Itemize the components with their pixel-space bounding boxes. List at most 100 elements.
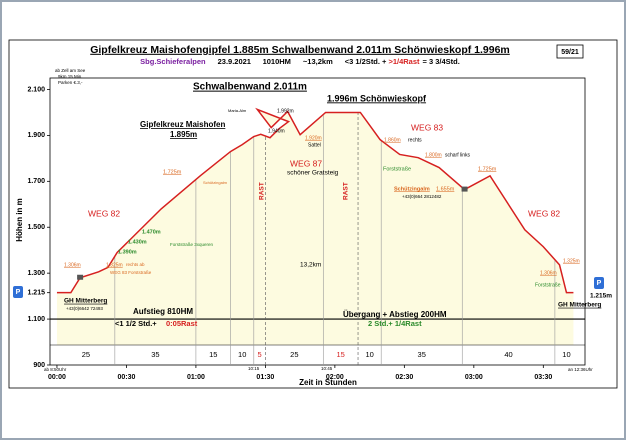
- annotation: P: [16, 289, 21, 296]
- annotation: 1.470m: [142, 229, 161, 235]
- annotation: 1.390m: [118, 249, 137, 255]
- x-tick-label: 01:00: [187, 374, 205, 381]
- annotation: 1.306m: [540, 270, 557, 276]
- x-tick-label: 03:00: [465, 374, 483, 381]
- subtitle-part: 23.9.2021: [218, 57, 251, 66]
- segment-label: 25: [82, 350, 90, 359]
- y-tick-label: 1.900: [27, 132, 45, 139]
- annotation: 1.895m: [170, 130, 197, 139]
- annotation: scharf links: [445, 152, 471, 158]
- x-tick-label: 00:30: [117, 374, 135, 381]
- annotation: WEG 83: [411, 122, 443, 132]
- parking-box: [594, 277, 604, 289]
- segment-label: 35: [418, 350, 426, 359]
- annotation: 2 Std.+ 1/4Rast: [368, 319, 422, 328]
- annotation: 1.800m: [425, 152, 442, 158]
- annotation: 13,2km: [300, 262, 321, 269]
- annotation: 1.430m: [128, 239, 147, 245]
- annotation: 10:15: [248, 366, 260, 371]
- y-tick-label: 1.300: [27, 270, 45, 277]
- y-tick-label: 900: [33, 362, 45, 369]
- annotation: WEG 83 Forststraße: [110, 270, 152, 275]
- y-tick-label: 1.500: [27, 224, 45, 231]
- x-tick-label: 00:00: [48, 374, 66, 381]
- annotation: P: [597, 280, 602, 287]
- segment-label: 10: [562, 350, 570, 359]
- annotation: 10:45: [321, 366, 333, 371]
- annotation: Forststraße: [535, 282, 561, 288]
- segment-label: 15: [209, 350, 217, 359]
- profile-line: [56, 107, 574, 294]
- segment-label: 25: [290, 350, 298, 359]
- annotation: +43(0)664 2812482: [402, 194, 442, 199]
- annotation: Übergang + Abstieg 200HM: [343, 310, 447, 319]
- y-tick-label: 2.100: [27, 86, 45, 93]
- subtitle-part: <3 1/2Std. +: [345, 57, 387, 66]
- annotation: Gipfelkreuz Maishofen: [140, 120, 225, 129]
- annotation: Aufstieg 810HM: [133, 307, 193, 316]
- annotation: 1.940m: [268, 128, 285, 134]
- annotation: GH Mitterberg: [64, 298, 107, 305]
- x-tick-label: 01:30: [256, 374, 274, 381]
- annotation: WEG 82: [528, 208, 560, 218]
- chart-title: Gipfelkreuz Maishofengipfel 1.885m Schwa…: [90, 44, 510, 56]
- badge: 59/21: [561, 49, 579, 56]
- annotation: schöner Gratsteig: [287, 170, 339, 177]
- annotation: Schützingalm: [394, 186, 430, 192]
- segment-label: 15: [336, 350, 344, 359]
- annotation: <1 1/2 Std.+: [115, 319, 157, 328]
- subtitle-part: Sbg.Schieferalpen: [140, 57, 206, 66]
- annotation: 1.655m: [436, 186, 455, 192]
- subtitle-part: 1010HM: [263, 57, 291, 66]
- annotation: 1.306m: [64, 262, 81, 268]
- hut-marker: [461, 186, 468, 192]
- subtitle-part: >1/4Rast: [388, 57, 420, 66]
- segment-label: 10: [238, 350, 246, 359]
- segment-label: 10: [365, 350, 373, 359]
- annotation: 1.725m: [478, 166, 497, 172]
- hut-marker: [77, 274, 84, 280]
- annotation: 1.215m: [590, 293, 612, 300]
- annotation: 1.992m: [277, 108, 294, 114]
- badge-box: [556, 44, 584, 59]
- annotation: Maria-Alm: [228, 108, 247, 113]
- y-axis-label: Höhen in m: [15, 198, 24, 242]
- annotation: RAST: [259, 182, 266, 200]
- annotation: ab Zell am See: [55, 68, 86, 73]
- y-tick-label: 1.215: [27, 290, 45, 297]
- annotation: 1.920m: [305, 135, 322, 141]
- annotation: 9km 15 Min.: [58, 74, 83, 79]
- y-tick-label: 1.100: [27, 316, 45, 323]
- segment-label: 5: [258, 350, 262, 359]
- annotation: WEG 82: [88, 208, 120, 218]
- annotation: Forststraße 3xqueren: [170, 242, 214, 247]
- annotation: rechts: [408, 137, 422, 143]
- profile-area: [56, 109, 574, 345]
- annotation: 1.996m Schönwieskopf: [327, 93, 427, 103]
- annotation: Forststraße: [383, 166, 411, 172]
- annotation: WEG 87: [290, 158, 322, 168]
- y-tick-label: 1.700: [27, 178, 45, 185]
- segment-label: 35: [151, 350, 159, 359]
- annotation: 1.325m: [106, 262, 123, 268]
- annotation: 1.725m: [163, 169, 182, 175]
- annotation: 1.325m: [563, 258, 580, 264]
- x-tick-label: 03:30: [534, 374, 552, 381]
- segment-label: 40: [504, 350, 512, 359]
- annotation: +43(0)6642 72493: [66, 306, 103, 311]
- subtitle-part: ~13,2km: [303, 57, 333, 66]
- annotation: rechts ab: [126, 262, 145, 267]
- annotation: 1.860m: [384, 137, 401, 143]
- annotation: Sattel: [308, 142, 321, 148]
- parking-box: [13, 286, 23, 298]
- subtitle-part: = 3 3/4Std.: [423, 57, 460, 66]
- x-tick-label: 02:30: [395, 374, 413, 381]
- x-tick-label: 02:00: [326, 374, 344, 381]
- annotation: RAST: [343, 182, 350, 200]
- annotation: 0:05Rast: [166, 319, 198, 328]
- annotation: Schwalbenwand 2.011m: [193, 82, 307, 93]
- subtitle: Sbg.Schieferalpen 23.9.2021 1010HM ~13,2km <…: [140, 57, 460, 66]
- annotation: ab 8:50Uhr: [44, 367, 67, 372]
- annotation: Parken €.3,-: [58, 80, 83, 85]
